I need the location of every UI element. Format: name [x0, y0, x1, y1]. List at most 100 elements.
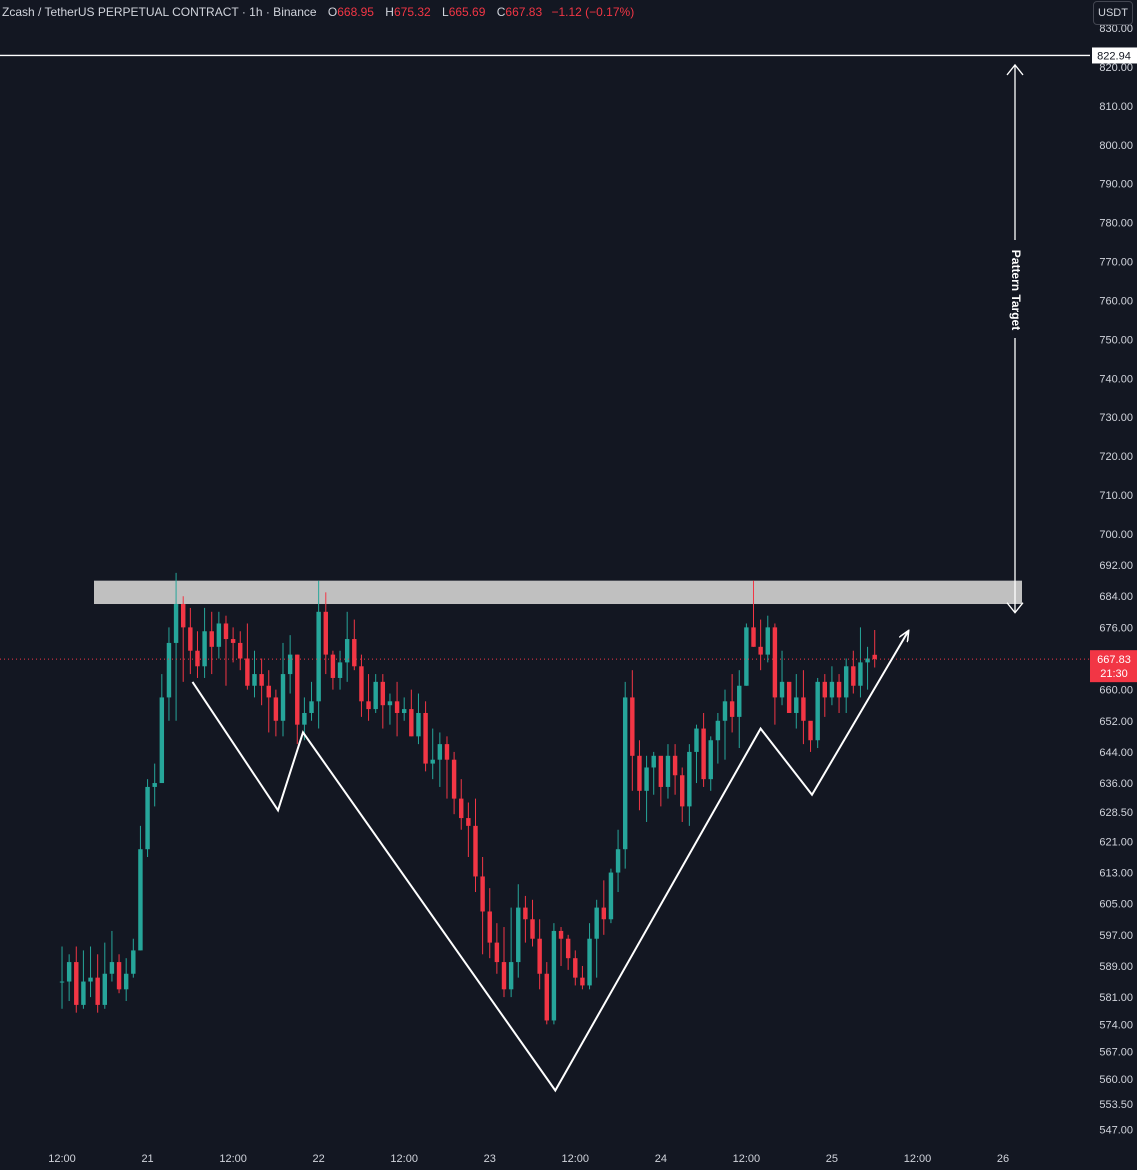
candle	[173, 572, 179, 721]
pattern-path-line	[191, 631, 909, 1093]
candle	[687, 744, 692, 826]
price-tick-label: 710.00	[1099, 490, 1133, 502]
candle-body	[437, 744, 443, 760]
candle	[551, 923, 557, 1025]
candle-body	[615, 849, 621, 873]
candle-body	[672, 755, 678, 776]
candle-body	[851, 666, 856, 686]
candle	[66, 954, 72, 1001]
time-tick-label: 12:00	[390, 1153, 418, 1165]
candle-body	[544, 973, 549, 1021]
candle	[202, 607, 207, 678]
candles-layer	[59, 572, 877, 1025]
candle	[423, 701, 428, 772]
candle-countdown-label: 21:30	[1100, 668, 1128, 680]
candle-body	[323, 611, 328, 655]
candle	[123, 958, 129, 1001]
candle-body	[316, 611, 321, 702]
time-tick-label: 21	[141, 1153, 153, 1165]
candle	[779, 650, 785, 706]
candle	[480, 856, 485, 955]
candle-body	[708, 740, 713, 780]
candle-body	[601, 907, 607, 920]
price-tick-label: 581.00	[1099, 992, 1133, 1004]
candle-body	[523, 907, 528, 920]
candle	[116, 954, 122, 994]
candle	[815, 677, 820, 749]
candle-body	[309, 701, 314, 713]
candle-body	[729, 701, 735, 717]
candle-body	[836, 681, 842, 698]
price-tick-label: 636.00	[1099, 778, 1133, 790]
time-tick-label: 12:00	[562, 1153, 590, 1165]
candle-body	[88, 977, 93, 982]
candle-body	[59, 981, 65, 983]
price-tick-label: 750.00	[1099, 334, 1133, 346]
price-tick-label: 830.00	[1099, 23, 1133, 35]
candle	[851, 650, 856, 694]
candle-body	[295, 654, 300, 725]
candle-body	[858, 662, 863, 686]
candle	[466, 802, 471, 857]
open-label: O	[327, 5, 338, 19]
candle	[59, 946, 65, 1009]
price-axis-bg	[1090, 0, 1137, 1170]
currency-button[interactable]: USDT	[1093, 1, 1133, 25]
candle	[394, 681, 400, 737]
price-tick-label: 700.00	[1099, 529, 1133, 541]
candle	[751, 580, 756, 647]
candle-body	[637, 755, 642, 791]
price-tick-label: 692.00	[1099, 560, 1133, 572]
candle	[765, 615, 770, 663]
candle	[672, 744, 678, 795]
candle-body	[459, 798, 464, 819]
change-value: −1.12 (−0.17%)	[551, 5, 635, 19]
time-axis[interactable]: 12:00 21 12:00 22 12:00 23 12:00 24 12:00 25 12:00…	[0, 1147, 1090, 1170]
candle-body	[302, 712, 307, 725]
candle-body	[401, 709, 407, 713]
candle-body	[373, 681, 378, 710]
price-tick-label: 547.00	[1099, 1124, 1133, 1136]
candle	[822, 674, 828, 717]
price-tick-label: 760.00	[1099, 295, 1133, 307]
candle-body	[687, 751, 692, 807]
candle	[501, 927, 507, 998]
price-tick-label: 780.00	[1099, 218, 1133, 230]
candle-body	[473, 825, 478, 877]
candle	[230, 627, 236, 663]
price-tick-label: 790.00	[1099, 179, 1133, 191]
high-label: H	[385, 5, 394, 19]
candle	[658, 755, 664, 807]
candle	[801, 670, 806, 745]
price-tick-label: 605.00	[1099, 899, 1133, 911]
candle-body	[266, 685, 271, 698]
candle	[259, 658, 264, 706]
candle	[637, 740, 642, 811]
candle	[729, 674, 735, 733]
candle	[580, 965, 585, 990]
candle-body	[565, 938, 571, 959]
candle-body	[558, 930, 564, 939]
candle-body	[330, 654, 336, 678]
candle	[88, 946, 93, 998]
candle	[523, 895, 528, 943]
candle	[573, 950, 578, 986]
price-tick-label: 621.00	[1099, 836, 1133, 848]
price-axis[interactable]: 547.00 553.50 560.00 567.00 574.00 581.00 589.…	[1090, 0, 1137, 1170]
candle	[622, 681, 628, 869]
candle	[508, 907, 514, 998]
candle	[772, 623, 778, 725]
candle-body	[786, 681, 792, 713]
candle	[387, 693, 393, 725]
candle	[737, 670, 742, 749]
candle	[138, 825, 143, 951]
candle-body	[223, 623, 229, 640]
time-tick-label: 26	[997, 1153, 1009, 1165]
candle	[587, 923, 592, 990]
candle-body	[95, 977, 100, 1005]
price-tick-label: 560.00	[1099, 1074, 1133, 1086]
candle-body	[501, 962, 507, 990]
candle-body	[822, 681, 828, 698]
candle-body	[195, 650, 200, 667]
